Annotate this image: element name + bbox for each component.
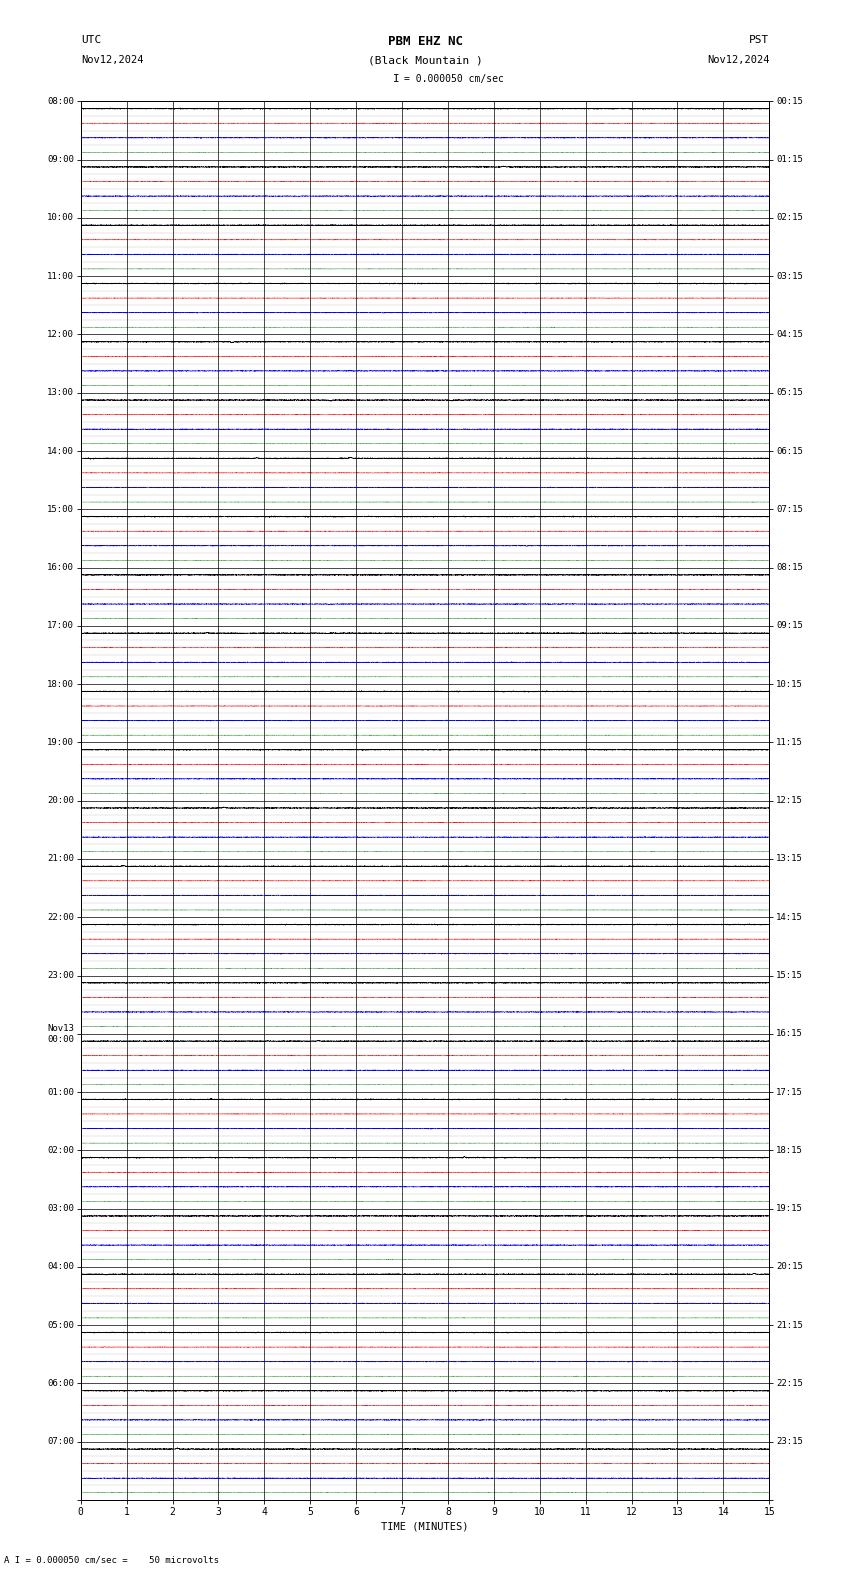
Text: Nov12,2024: Nov12,2024	[81, 55, 144, 65]
Text: PST: PST	[749, 35, 769, 44]
Text: A I = 0.000050 cm/sec =    50 microvolts: A I = 0.000050 cm/sec = 50 microvolts	[4, 1555, 219, 1565]
Text: I: I	[393, 74, 400, 84]
Text: Nov12,2024: Nov12,2024	[706, 55, 769, 65]
Text: UTC: UTC	[81, 35, 101, 44]
Text: (Black Mountain ): (Black Mountain )	[367, 55, 483, 65]
X-axis label: TIME (MINUTES): TIME (MINUTES)	[382, 1521, 468, 1532]
Text: = 0.000050 cm/sec: = 0.000050 cm/sec	[404, 74, 503, 84]
Text: PBM EHZ NC: PBM EHZ NC	[388, 35, 462, 48]
